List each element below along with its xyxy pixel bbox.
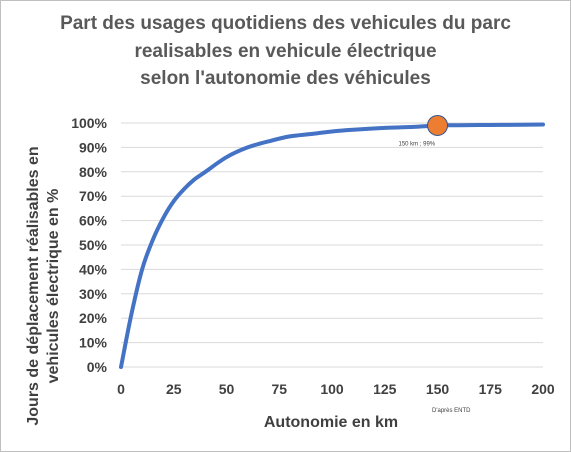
x-tick-labels: 0 25 50 75 100 125 150 175 200 <box>117 381 555 397</box>
gridlines <box>121 122 543 368</box>
y-tick-label: 100% <box>71 115 107 131</box>
y-axis-title: Jours de déplacement réalisables en vehi… <box>25 146 62 425</box>
x-axis-title: Autonomie en km <box>264 414 398 431</box>
y-tick-label: 90% <box>79 139 108 155</box>
y-tick-label: 60% <box>79 213 108 229</box>
x-tick-label: 50 <box>219 381 235 397</box>
x-tick-label: 0 <box>117 381 125 397</box>
y-axis-title-line-2: vehicules électrique en % <box>45 189 62 384</box>
y-tick-label: 10% <box>79 335 108 351</box>
highlight-point <box>427 114 448 136</box>
y-tick-labels: 0% 10% 20% 30% 40% 50% 60% 70% 80% 90% 100% <box>71 115 107 375</box>
chart-title-line-1: Part des usages quotidiens des vehicules… <box>60 13 511 34</box>
chart-title: Part des usages quotidiens des vehicules… <box>0 10 571 93</box>
series-line <box>119 122 545 369</box>
x-tick-label: 100 <box>320 381 344 397</box>
x-tick-label: 175 <box>479 381 503 397</box>
chart-title-line-2: realisables en vehicule électrique <box>134 40 437 62</box>
y-tick-label: 20% <box>79 310 108 326</box>
x-tick-label: 150 <box>426 381 450 397</box>
x-tick-label: 125 <box>373 381 397 397</box>
chart-title-line-3: selon l'autonomie des véhicules <box>140 68 431 89</box>
x-tick-label: 200 <box>531 381 555 397</box>
y-tick-label: 70% <box>79 188 108 204</box>
y-tick-label: 40% <box>79 261 108 277</box>
y-axis-title-line-1: Jours de déplacement réalisables en <box>25 146 42 425</box>
x-tick-label: 75 <box>271 381 287 397</box>
highlight-label: 150 km ; 99% <box>399 141 436 147</box>
series-layer <box>119 122 545 369</box>
x-tick-label: 25 <box>166 381 182 397</box>
y-tick-label: 80% <box>79 164 108 180</box>
y-tick-label: 30% <box>79 286 108 302</box>
annotation-layer: 150 km ; 99% <box>399 114 448 147</box>
y-tick-label: 0% <box>87 359 108 375</box>
y-tick-label: 50% <box>79 237 108 253</box>
source-note: D'après ENTD <box>432 408 471 414</box>
